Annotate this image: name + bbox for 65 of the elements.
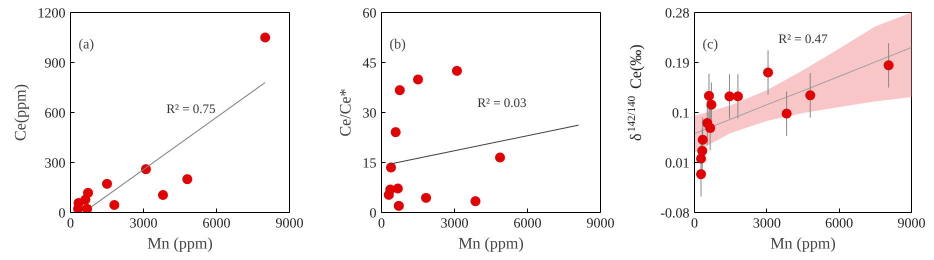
point	[390, 127, 401, 138]
y-tick-label: 600	[44, 106, 66, 122]
point	[394, 85, 405, 96]
point	[394, 200, 404, 211]
x-tick-label: 6000	[514, 216, 542, 232]
x-tick-label: 6000	[825, 216, 854, 232]
point	[260, 32, 270, 42]
y-tick-label: 0.19	[665, 56, 690, 72]
y-tick-label: 0	[58, 206, 66, 222]
y-axis-title: Ce(ppm)	[12, 84, 30, 141]
x-tick-label: 9000	[276, 216, 304, 232]
point	[704, 90, 714, 101]
point	[805, 90, 816, 100]
annotation: R² = 0.03	[477, 95, 527, 110]
y-axis-title: Ce/Ce*	[338, 88, 354, 136]
y-tick-label: -0.08	[660, 206, 690, 222]
x-tick-label: 6000	[202, 216, 230, 232]
y-tick-label: 0.01	[665, 156, 690, 172]
x-axis-title: Mn (ppm)	[147, 236, 213, 252]
point	[884, 60, 894, 70]
point	[158, 190, 168, 200]
x-tick-label: 3000	[440, 216, 468, 232]
point	[82, 204, 92, 212]
annotation: R² = 0.75	[166, 101, 216, 116]
annotation: R² = 0.47	[778, 31, 828, 46]
x-tick-label: 3000	[752, 216, 781, 232]
y-tick-label: 30	[362, 106, 376, 122]
y-tick-label: 15	[362, 156, 376, 172]
point	[109, 200, 120, 210]
point	[705, 123, 716, 134]
point	[421, 192, 432, 203]
y-tick-label: 0	[370, 206, 376, 222]
point	[413, 74, 423, 84]
point	[73, 204, 84, 212]
point	[696, 154, 706, 164]
y-tick-label: 300	[44, 156, 66, 172]
y-tick-label: 45	[362, 56, 376, 72]
point	[495, 152, 506, 162]
point	[698, 134, 708, 145]
y-axis-title: δ142/140Ce(‰)	[626, 44, 645, 141]
point	[182, 174, 192, 184]
y-tick-label: 0.1	[672, 106, 690, 122]
point	[696, 169, 706, 180]
point	[724, 91, 734, 102]
text: (b)	[390, 38, 406, 52]
point	[452, 66, 462, 76]
x-tick-label: 9000	[586, 216, 614, 232]
y-tick-label: 1200	[38, 6, 66, 22]
point	[102, 178, 112, 189]
text: (a)	[78, 38, 94, 52]
x-tick-label: 3000	[130, 216, 158, 232]
y-tick-label: 0.28	[665, 6, 690, 22]
point	[386, 162, 396, 172]
x-axis-title: Mn (ppm)	[458, 236, 524, 252]
point	[732, 91, 743, 102]
y-tick-label: 900	[44, 56, 66, 72]
point	[392, 184, 403, 194]
x-tick-label: 9000	[898, 216, 926, 232]
x-axis-title: Mn (ppm)	[770, 236, 836, 252]
point	[470, 196, 480, 206]
text: (c)	[702, 38, 718, 52]
y-tick-label: 60	[362, 6, 376, 22]
point	[782, 108, 792, 119]
point	[706, 100, 716, 110]
point	[763, 68, 774, 78]
